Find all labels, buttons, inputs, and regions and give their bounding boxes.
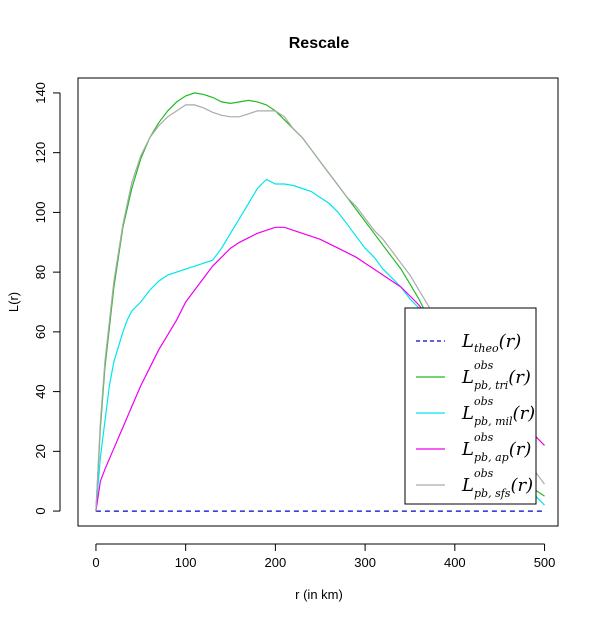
y-tick-label-3: 60 [33,325,48,339]
y-tick-label-7: 140 [33,82,48,104]
x-axis: 0 100 200 300 400 500 [92,543,556,570]
x-tick-label-1: 100 [175,555,197,570]
y-tick-label-1: 20 [33,444,48,458]
chart-title: Rescale [289,35,350,52]
legend-label-0: Ltheo(r) [461,331,521,355]
y-tick-label-6: 120 [33,142,48,164]
plot-frame [77,77,559,527]
x-tick-label-5: 500 [534,555,556,570]
legend-box [404,307,537,505]
y-axis-label: L(r) [6,292,21,312]
y-tick-label-4: 80 [33,265,48,279]
x-tick-label-3: 300 [354,555,376,570]
x-tick-label-0: 0 [92,555,99,570]
x-axis-label: r (in km) [295,587,343,602]
y-tick-label-5: 100 [33,202,48,224]
y-tick-label-0: 0 [33,507,48,514]
y-axis: 0 20 40 60 80 100 120 140 [33,82,61,515]
x-tick-label-4: 400 [444,555,466,570]
legend: Ltheo(r)Lobs pb, tri(r)Lobs pb, mil(r)Lobs… [404,307,537,505]
y-tick-label-2: 40 [33,384,48,398]
x-tick-label-2: 200 [265,555,287,570]
